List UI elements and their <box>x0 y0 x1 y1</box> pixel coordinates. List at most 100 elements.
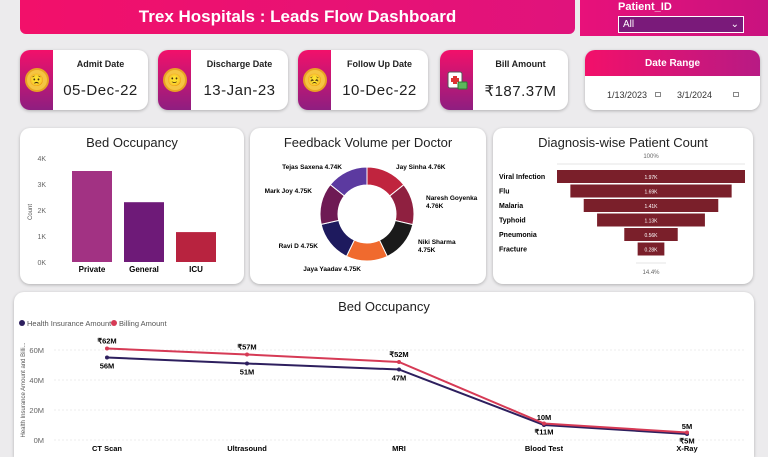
x-tick-label: General <box>129 265 159 274</box>
calendar-icon[interactable] <box>655 92 661 97</box>
data-point <box>105 355 109 360</box>
data-label: 51M <box>240 368 255 377</box>
billing-line-chart: Health Insurance Amount Billing Amount 0M 2… <box>19 319 744 453</box>
funnel-category: Viral Infection <box>499 174 545 181</box>
legend-label: Billing Amount <box>119 319 167 328</box>
diagnosis-count-card: Diagnosis-wise Patient Count 100% 1.97K Vi… <box>493 128 753 284</box>
y-tick-label: 60M <box>29 346 44 355</box>
calendar-icon[interactable] <box>733 92 739 97</box>
data-label: 10M <box>537 413 552 422</box>
data-label: ₹11M <box>535 428 554 437</box>
legend-label: Health Insurance Amount <box>27 319 112 328</box>
funnel-category: Malaria <box>499 203 523 210</box>
chart-title: Feedback Volume per Doctor <box>283 135 453 150</box>
bar <box>124 202 164 262</box>
data-point <box>685 430 689 435</box>
x-tick-label: Ultrasound <box>227 444 267 453</box>
worried-face-icon: 😟 <box>20 50 53 110</box>
data-label: 56M <box>100 362 115 371</box>
chevron-down-icon: ⌄ <box>730 19 739 30</box>
data-point <box>245 361 249 366</box>
series-line <box>106 356 688 435</box>
dashboard-banner: Trex Hospitals : Leads Flow Dashboard <box>20 0 575 34</box>
slice-label: Tejas Saxena 4.74K <box>282 164 342 171</box>
legend-marker <box>19 320 25 326</box>
kpi-value: ₹187.37M <box>484 83 557 100</box>
smiling-face-icon: 🙂 <box>158 50 191 110</box>
bed-occupancy-card: Bed Occupancy 0K 1K 2K 3K 4K Count Private Gene… <box>20 128 244 284</box>
slice-label: Mark Joy 4.75K <box>265 188 313 195</box>
x-tick-label: MRI <box>392 444 406 453</box>
patient-id-value: All <box>623 19 635 30</box>
kpi-value: 05-Dec-22 <box>63 82 138 99</box>
funnel-bar <box>570 184 732 198</box>
feedback-volume-card: Feedback Volume per Doctor Jay Sinha 4.7… <box>250 128 486 284</box>
y-tick-label: 40M <box>29 376 44 385</box>
data-label: ₹5M <box>679 437 694 446</box>
funnel-value: 0.56K <box>644 233 658 239</box>
kpi-label: Discharge Date <box>206 59 273 69</box>
data-point <box>397 367 401 372</box>
data-label: ₹62M <box>97 337 116 346</box>
y-axis-label: Count <box>28 204 34 220</box>
date-range-label: Date Range <box>585 50 760 76</box>
funnel-bar <box>637 242 665 256</box>
patient-id-label: Patient_ID <box>618 1 672 13</box>
bed-occupancy-chart: 0K 1K 2K 3K 4K Count Private General ICU <box>28 156 216 274</box>
kpi-card-discharge-date: 🙂 Discharge Date 13-Jan-23 <box>158 50 288 110</box>
legend-marker <box>111 320 117 326</box>
diagnosis-funnel-chart: 100% 1.97K Viral Infection 1.69K Flu 1.41K Mal… <box>499 154 745 276</box>
funnel-bar <box>624 228 678 241</box>
slice-label: Naresh Goyenka <box>426 195 478 202</box>
slice-label: Jay Sinha 4.76K <box>396 164 446 171</box>
funnel-bar <box>557 170 745 183</box>
y-axis-label: Health Insurance Amount and Billi... <box>21 342 27 437</box>
funnel-category: Fracture <box>499 247 527 254</box>
data-point <box>105 346 109 351</box>
y-tick-label: 4K <box>37 156 46 163</box>
funnel-value: 1.41K <box>644 204 658 210</box>
frowning-face-icon: 😣 <box>298 50 331 110</box>
funnel-top-label: 100% <box>643 154 659 160</box>
kpi-label: Bill Amount <box>495 59 546 69</box>
x-tick-label: CT Scan <box>92 444 122 453</box>
start-date-input[interactable]: 1/13/2023 <box>607 90 648 100</box>
y-tick-label: 3K <box>37 182 46 189</box>
kpi-card-follow-up-date: 😣 Follow Up Date 10-Dec-22 <box>298 50 428 110</box>
kpi-card-bill-amount: Bill Amount ₹187.37M <box>440 50 568 110</box>
funnel-category: Flu <box>499 189 510 196</box>
funnel-value: 1.97K <box>644 175 658 181</box>
slice-label: Jaya Yaadav 4.75K <box>303 266 361 273</box>
x-tick-label: X-Ray <box>676 444 698 453</box>
donut-slice <box>329 166 368 197</box>
x-tick-label: Blood Test <box>525 444 564 453</box>
funnel-bar <box>583 199 719 212</box>
end-date-input[interactable]: 3/1/2024 <box>677 90 713 100</box>
kpi-label: Follow Up Date <box>347 59 412 69</box>
data-point <box>542 421 546 426</box>
data-label: 47M <box>392 374 407 383</box>
slice-value: 4.76K <box>426 203 444 210</box>
data-label: 5M <box>682 422 692 431</box>
funnel-bottom-label: 14.4% <box>642 270 660 276</box>
kpi-card-admit-date: 😟 Admit Date 05-Dec-22 <box>20 50 148 110</box>
data-label: ₹52M <box>389 350 408 359</box>
medical-bill-icon <box>440 50 473 110</box>
chart-title: Bed Occupancy <box>338 299 430 314</box>
funnel-value: 0.28K <box>644 248 658 254</box>
kpi-value: 10-Dec-22 <box>342 82 417 99</box>
page-title: Trex Hospitals : Leads Flow Dashboard <box>138 7 457 26</box>
bar <box>72 171 112 262</box>
kpi-label: Admit Date <box>76 59 125 69</box>
bar <box>176 232 216 262</box>
billing-line-card: Bed Occupancy Health Insurance Amount Bil… <box>14 292 754 457</box>
slice-label: Niki Sharma <box>418 239 456 246</box>
y-tick-label: 2K <box>37 208 46 215</box>
patient-id-dropdown[interactable]: All ⌄ <box>618 16 744 33</box>
data-point <box>397 360 401 364</box>
y-tick-label: 20M <box>29 406 44 415</box>
chart-title: Bed Occupancy <box>86 135 178 150</box>
date-range-slicer: Date Range 1/13/2023 3/1/2024 <box>585 50 760 110</box>
chart-title: Diagnosis-wise Patient Count <box>538 135 708 150</box>
